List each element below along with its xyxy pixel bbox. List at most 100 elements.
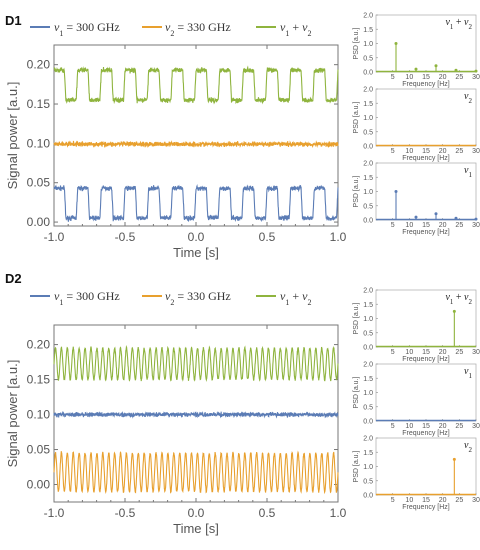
psd-peak-marker [452,457,456,461]
psd-panel-D2-psd-sum: 0.0 0.5 1.0 1.5 2.0 5 10 15 20 25 30 Frequency [Hz]… [353,288,480,364]
psd-series-name-part: v [464,366,469,377]
psd-y-tick-label: 1.0 [363,41,373,48]
psd-x-tick-label: 10 [405,148,413,155]
psd-y-tick-label: 0.0 [363,345,373,352]
legend-item: v1 + v2 [256,289,311,307]
psd-series-name-part: v [464,17,469,28]
psd-x-tick-label: 25 [455,423,463,430]
psd-series-name-part: + [453,292,464,303]
x-axis-title: Time [s] [173,521,219,536]
psd-y-tick-label: 0.0 [363,144,373,151]
psd-x-axis-title: Frequency [Hz] [402,430,450,437]
x-axis-title: Time [s] [173,245,219,260]
y-tick-label: 0.05 [27,176,51,190]
series-line [53,184,339,223]
x-tick-label: 0.5 [259,230,276,244]
psd-series-name-part: v [464,292,469,303]
legend-label-part: v [280,20,286,34]
psd-peak-marker [394,190,398,193]
y-tick-label: 0.20 [27,58,51,72]
psd-y-tick-label: 1.0 [363,115,373,122]
legend-label: v1 = 300 GHz [54,289,120,307]
psd-x-tick-label: 30 [472,222,480,229]
psd-y-axis-title: PSD [a.u.] [353,302,360,334]
x-tick-label: -0.5 [115,506,136,520]
psd-x-tick-label: 30 [472,497,480,504]
legend-label-part: 1 [59,29,63,38]
psd-y-tick-label: 0.5 [363,404,373,411]
x-tick-label: 0.5 [259,506,276,520]
psd-y-tick-label: 2.0 [363,436,373,443]
psd-x-tick-label: 30 [472,148,480,155]
series-line [53,140,339,149]
psd-series-name-part: 1 [450,298,454,306]
legend-label-part: 2 [170,29,174,38]
psd-y-tick-label: 2.0 [363,362,373,369]
legend-item: v1 + v2 [256,20,311,38]
psd-peak-marker [474,217,478,221]
psd-x-tick-label: 20 [439,74,447,81]
psd-x-tick-label: 5 [391,74,395,81]
psd-y-tick-label: 2.0 [363,161,373,168]
psd-x-tick-label: 5 [391,423,395,430]
x-tick-label: 0.0 [188,506,205,520]
psd-series-name: v1 [464,366,472,380]
psd-series-name-part: v [464,165,469,176]
psd-series-name-part: 2 [469,23,473,31]
legend-label-part: v [54,20,60,34]
psd-y-tick-label: 0.5 [363,330,373,337]
psd-y-tick-label: 1.0 [363,189,373,196]
legend-label-part: v [165,20,171,34]
legend-label-part: 1 [285,298,289,307]
psd-series-name-part: 1 [450,23,454,31]
psd-x-tick-label: 5 [391,497,395,504]
y-tick-label: 0.10 [27,408,51,422]
legend-label-part: + [289,20,302,34]
psd-y-axis-title: PSD [a.u.] [353,101,360,133]
psd-series-name-part: + [453,17,464,28]
legend-label: v1 = 300 GHz [54,20,120,38]
psd-series-name: v2 [464,91,472,105]
psd-series-name-part: v [464,440,469,451]
y-axis-title: Signal power [a.u.] [5,82,20,190]
legend-label-part: v [165,289,171,303]
psd-y-tick-label: 1.0 [363,464,373,471]
psd-peak-marker [434,212,438,216]
psd-peak-marker [474,69,478,73]
psd-x-tick-label: 10 [405,423,413,430]
legend-label-part: 2 [307,298,311,307]
series-line [53,410,339,419]
psd-series-name-part: 1 [469,372,473,380]
psd-series-name-part: 1 [469,171,473,179]
psd-x-tick-label: 20 [439,497,447,504]
legend-label: v2 = 330 GHz [165,289,231,307]
psd-y-tick-label: 2.0 [363,13,373,20]
psd-y-tick-label: 0.0 [363,493,373,500]
psd-y-tick-label: 0.5 [363,203,373,210]
psd-x-tick-label: 20 [439,349,447,356]
psd-x-tick-label: 10 [405,497,413,504]
psd-peak-marker [414,215,418,219]
psd-series-name: v1 + v2 [445,17,472,31]
psd-x-axis-title: Frequency [Hz] [402,155,450,162]
psd-peak-marker [454,68,458,72]
psd-y-tick-label: 0.0 [363,218,373,225]
psd-y-axis-title: PSD [a.u.] [353,376,360,408]
psd-series-name-part: 2 [469,298,473,306]
psd-x-axis-title: Frequency [Hz] [402,356,450,363]
psd-x-tick-label: 25 [455,148,463,155]
psd-x-axis-title: Frequency [Hz] [402,81,450,88]
psd-x-axis-title: Frequency [Hz] [402,504,450,511]
legend-label-part: + [289,289,302,303]
x-tick-label: -1.0 [44,230,65,244]
legend-label: v2 = 330 GHz [165,20,231,38]
psd-y-tick-label: 1.0 [363,316,373,323]
panel-label: D1 [5,13,22,28]
psd-x-tick-label: 20 [439,222,447,229]
psd-panel-D1-psd-v1: 0.0 0.5 1.0 1.5 2.0 5 10 15 20 25 30 Frequency [Hz]… [353,161,480,237]
legend-label-part: v [302,289,308,303]
y-tick-label: 0.05 [27,443,51,457]
psd-x-tick-label: 5 [391,148,395,155]
psd-x-tick-label: 10 [405,222,413,229]
psd-x-tick-label: 20 [439,148,447,155]
